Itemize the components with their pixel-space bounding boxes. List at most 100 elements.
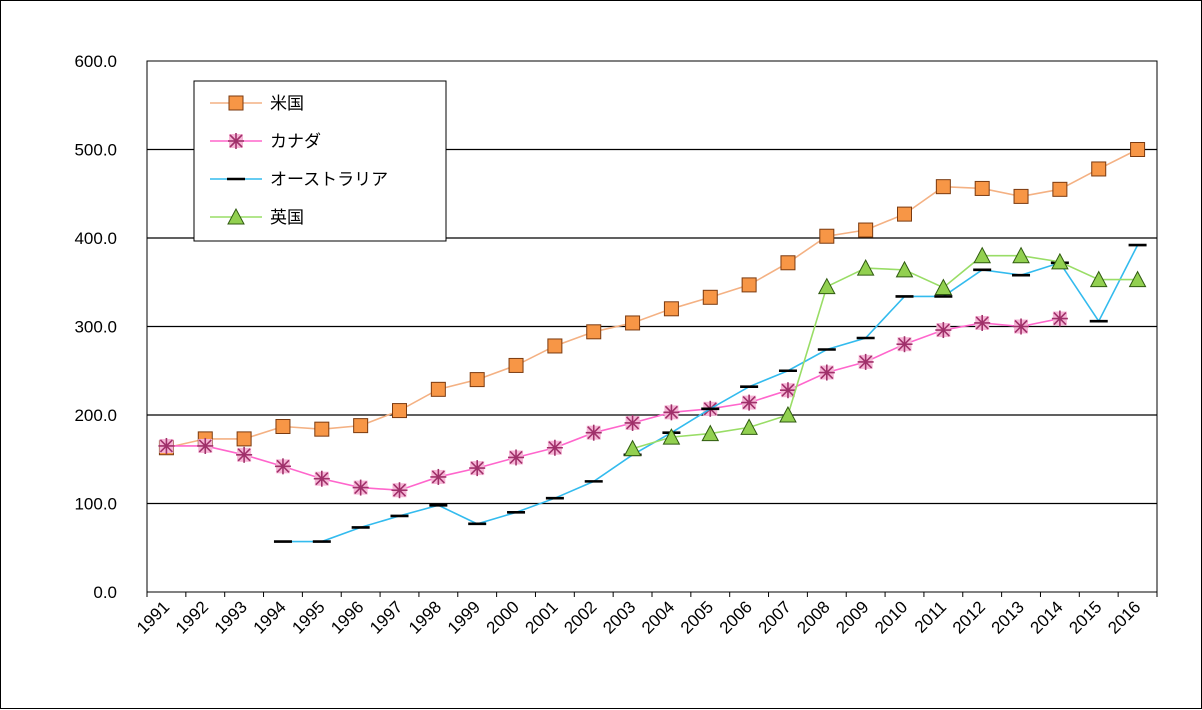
x-tick-label: 1996 — [327, 597, 367, 637]
point-marker — [663, 404, 680, 421]
point-marker — [974, 180, 990, 196]
asterisk-stroke — [159, 439, 173, 453]
y-tick-label: 300.0 — [74, 318, 117, 337]
point-marker — [857, 353, 874, 370]
x-tick-label: 2013 — [988, 597, 1028, 637]
point-marker — [469, 460, 486, 477]
asterisk-stroke — [587, 426, 601, 440]
point-marker — [430, 468, 447, 485]
x-tick-label: 2002 — [560, 597, 600, 637]
point-marker — [818, 364, 835, 381]
x-tick-labels: 1991199219931994199519961997199819992000… — [133, 597, 1144, 637]
asterisk-stroke — [548, 441, 562, 455]
series-line — [166, 317, 1061, 492]
point-marker — [701, 424, 720, 442]
point-marker — [430, 381, 446, 397]
asterisk-stroke — [975, 316, 989, 330]
point-marker — [741, 394, 758, 411]
point-marker — [974, 314, 991, 331]
point-marker — [1052, 181, 1068, 197]
point-marker — [236, 431, 252, 447]
point-marker — [1051, 310, 1068, 327]
point-marker — [313, 470, 330, 487]
point-marker — [352, 479, 369, 496]
point-marker — [508, 449, 525, 466]
y-tick-label: 600.0 — [74, 52, 117, 71]
y-tick-label: 200.0 — [74, 406, 117, 425]
point-marker — [625, 315, 641, 331]
asterisk-stroke — [742, 396, 756, 410]
point-marker — [662, 428, 681, 445]
asterisk-stroke — [1053, 311, 1067, 326]
y-tick-labels: 0.0 100.0 200.0 300.0 400.0 500.0 600.0 — [74, 52, 117, 602]
asterisk-stroke — [897, 337, 912, 351]
series-3 — [623, 246, 1147, 457]
x-tick-label: 2012 — [949, 597, 989, 637]
point-marker — [228, 133, 244, 149]
point-marker — [1091, 161, 1107, 177]
point-marker — [934, 278, 953, 296]
x-tick-label: 2008 — [793, 597, 833, 637]
x-tick-label: 1998 — [405, 597, 445, 637]
x-tick-label: 2011 — [911, 597, 950, 636]
series-lines — [158, 142, 1147, 543]
legend-label: 英国 — [270, 208, 304, 228]
point-marker — [469, 372, 485, 388]
point-marker — [817, 277, 836, 295]
x-tick-label: 2000 — [483, 597, 523, 637]
point-marker — [546, 439, 563, 456]
y-tick-label: 500.0 — [74, 141, 117, 160]
x-tick-label: 1994 — [250, 597, 290, 637]
point-marker — [392, 403, 407, 419]
x-tick-label: 1993 — [211, 597, 251, 637]
y-tick-label: 400.0 — [74, 229, 117, 248]
point-marker — [1051, 252, 1069, 270]
x-tick-label: 2016 — [1104, 597, 1144, 637]
point-marker — [897, 206, 912, 222]
point-marker — [1013, 188, 1029, 204]
x-tick-label: 1991 — [133, 597, 173, 637]
series-line — [282, 244, 1139, 543]
point-marker — [1013, 318, 1030, 335]
x-tick-label: 2001 — [522, 597, 562, 637]
x-tick-label: 2010 — [871, 597, 911, 637]
asterisk-stroke — [229, 134, 243, 148]
point-marker — [228, 95, 244, 111]
x-tick-label: 2006 — [716, 597, 756, 637]
point-marker — [158, 437, 175, 454]
point-marker — [895, 260, 914, 278]
asterisk-stroke — [936, 323, 950, 337]
y-tick-label: 100.0 — [74, 495, 117, 514]
asterisk-stroke — [509, 450, 523, 465]
point-marker — [353, 418, 369, 434]
legend-label: 米国 — [270, 94, 304, 114]
point-marker — [973, 246, 992, 264]
point-marker — [1130, 142, 1146, 157]
point-marker — [197, 437, 214, 454]
point-marker — [1089, 270, 1108, 288]
x-tick-label: 1995 — [288, 597, 328, 637]
point-marker — [935, 179, 951, 195]
asterisk-stroke — [781, 383, 795, 397]
point-marker — [780, 255, 796, 271]
legend-label: オーストラリア — [270, 170, 388, 190]
asterisk-stroke — [315, 472, 329, 486]
point-marker — [856, 259, 875, 276]
x-tick-label: 1999 — [444, 597, 484, 637]
x-tick-label: 2014 — [1027, 597, 1067, 637]
point-marker — [314, 421, 330, 437]
point-marker — [236, 446, 253, 463]
x-tick-label: 1997 — [366, 597, 406, 637]
point-marker — [935, 322, 952, 339]
point-marker — [586, 324, 602, 340]
asterisk-stroke — [626, 416, 640, 430]
point-marker — [779, 382, 796, 399]
x-tick-label: 2005 — [677, 597, 717, 637]
point-marker — [547, 338, 563, 354]
legend-item: 米国 — [210, 94, 304, 114]
asterisk-stroke — [1014, 319, 1028, 334]
legend-item: オーストラリア — [210, 170, 388, 190]
axes — [146, 60, 1158, 597]
